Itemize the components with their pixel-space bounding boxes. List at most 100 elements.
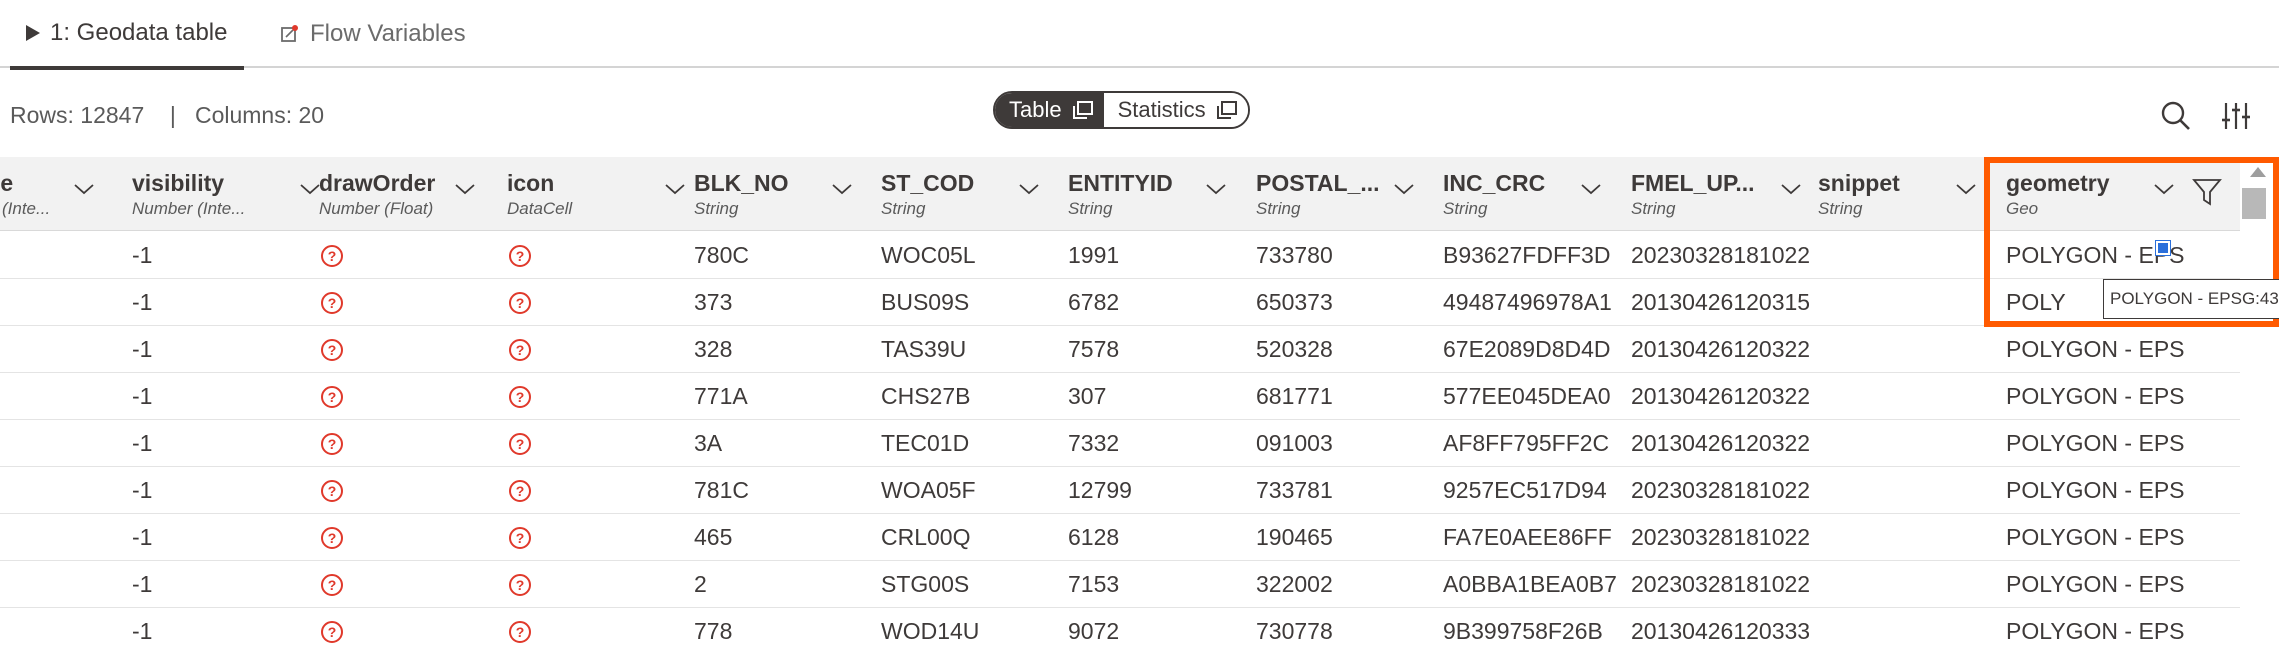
chevron-down-icon[interactable]: [1204, 181, 1228, 197]
missing-value-mark: ?: [516, 248, 525, 264]
table-cell: 307: [1068, 383, 1107, 409]
missing-value-icon: ?: [321, 433, 343, 455]
column-header[interactable]: FMEL_UP... String: [1631, 157, 1806, 231]
open-window-icon[interactable]: [1216, 100, 1238, 120]
scrollbar-thumb[interactable]: [2242, 188, 2266, 219]
columns-count: Columns: 20: [194, 102, 325, 128]
column-header-type: String: [1631, 199, 1676, 218]
column-header-name: le: [0, 170, 14, 196]
chevron-down-icon[interactable]: [830, 181, 854, 197]
table-row[interactable]: -1?? 2 STG00S 7153 322002 A0BBA1BEA0B7 2023032…: [0, 561, 2240, 608]
column-header-type: String: [1068, 199, 1113, 218]
info-separator: |: [169, 102, 176, 128]
table-cell: 465: [694, 524, 733, 550]
table-cell: POLYGON - EPS: [2006, 430, 2185, 456]
table-cell: 650373: [1256, 289, 1333, 315]
missing-value-mark: ?: [328, 295, 337, 311]
missing-value-icon: ?: [509, 480, 531, 502]
table-cell: WOA05F: [881, 477, 976, 503]
column-header[interactable]: le (Inte...: [0, 157, 164, 231]
tab-geodata-table[interactable]: 1: Geodata table: [10, 0, 244, 70]
column-header[interactable]: drawOrder Number (Float): [319, 157, 499, 231]
flow-variable-icon: [281, 25, 298, 42]
table-row[interactable]: -1?? 780C WOC05L 1991 733780 B93627FDFF3D 2023…: [0, 232, 2240, 279]
missing-value-mark: ?: [516, 577, 525, 593]
table-cell: -1: [132, 477, 153, 503]
missing-value-mark: ?: [328, 530, 337, 546]
table-row[interactable]: -1?? 328 TAS39U 7578 520328 67E2089D8D4D 20130…: [0, 326, 2240, 373]
table-cell: CHS27B: [881, 383, 971, 409]
missing-value-mark: ?: [328, 483, 337, 499]
sliders-icon[interactable]: [2220, 100, 2252, 132]
column-header[interactable]: POSTAL_... String: [1256, 157, 1436, 231]
chevron-down-icon[interactable]: [1017, 181, 1041, 197]
table-cell: 1991: [1068, 242, 1120, 268]
table-cell: 20230328181022: [1631, 242, 1809, 268]
column-header[interactable]: visibility Number (Inte...: [132, 157, 320, 231]
table-cell: -1: [132, 242, 153, 268]
chevron-down-icon[interactable]: [72, 181, 96, 197]
table-cell: POLYGON - EPS: [2006, 383, 2185, 409]
table-cell: -1: [132, 618, 153, 644]
vertical-scrollbar[interactable]: [2240, 157, 2279, 645]
chevron-down-icon[interactable]: [1954, 181, 1978, 197]
column-header[interactable]: INC_CRC String: [1443, 157, 1623, 231]
missing-value-mark: ?: [516, 483, 525, 499]
column-header-type: (Inte...: [2, 199, 51, 218]
tab-flow-variables[interactable]: Flow Variables: [280, 0, 466, 68]
missing-value-icon: ?: [509, 433, 531, 455]
chevron-down-icon[interactable]: [453, 181, 477, 197]
rows-count: Rows: 12847: [10, 102, 145, 128]
table-cell: 67E2089D8D4D: [1443, 336, 1611, 362]
table-row[interactable]: -1?? 771A CHS27B 307 681771 577EE045DEA0 20130…: [0, 373, 2240, 420]
column-header-type: Number (Float): [319, 199, 434, 218]
column-header-name: ENTITYID: [1068, 170, 1173, 196]
table-row[interactable]: -1?? 373 BUS09S 6782 650373 49487496978A1 2013…: [0, 279, 2240, 326]
column-header[interactable]: snippet String: [1818, 157, 1998, 231]
column-header[interactable]: geometry Geo: [2006, 157, 2222, 231]
table-cell: 577EE045DEA0: [1443, 383, 1611, 409]
missing-value-mark: ?: [328, 436, 337, 452]
filter-icon[interactable]: [2192, 177, 2222, 207]
missing-value-icon: ?: [321, 480, 343, 502]
table-row[interactable]: -1?? 781C WOA05F 12799 733781 9257EC517D94 202…: [0, 467, 2240, 514]
column-header-type: String: [1818, 199, 1863, 218]
chevron-down-icon[interactable]: [2152, 181, 2176, 197]
chevron-down-icon[interactable]: [1779, 181, 1803, 197]
chevron-down-icon[interactable]: [298, 181, 322, 197]
table-cell: 328: [694, 336, 733, 362]
table-row[interactable]: -1?? 465 CRL00Q 6128 190465 FA7E0AEE86FF 20230…: [0, 514, 2240, 561]
missing-value-icon: ?: [321, 386, 343, 408]
table-row[interactable]: -1?? 3A TEC01D 7332 091003 AF8FF795FF2C 201304…: [0, 420, 2240, 467]
column-header[interactable]: ST_COD String: [881, 157, 1061, 231]
chevron-down-icon[interactable]: [1392, 181, 1416, 197]
column-header-name: BLK_NO: [694, 170, 789, 196]
table-cell: 9257EC517D94: [1443, 477, 1607, 503]
table-cell: 373: [694, 289, 733, 315]
open-window-icon[interactable]: [1072, 100, 1094, 120]
statistics-view-option[interactable]: Statistics: [1103, 93, 1248, 127]
missing-value-icon: ?: [321, 292, 343, 314]
column-header[interactable]: BLK_NO String: [694, 157, 874, 231]
missing-value-icon: ?: [321, 621, 343, 643]
play-triangle-icon: [26, 25, 40, 41]
table-cell: POLYGON - EPS: [2006, 524, 2185, 550]
table-cell: TEC01D: [881, 430, 970, 456]
search-icon[interactable]: [2160, 100, 2192, 132]
scroll-up-icon[interactable]: [2250, 167, 2266, 177]
column-header[interactable]: icon DataCell: [507, 157, 687, 231]
mouse-cursor-icon: [2155, 240, 2171, 256]
table-cell: 781C: [694, 477, 749, 503]
chevron-down-icon[interactable]: [1579, 181, 1603, 197]
table-view-option[interactable]: Table: [995, 93, 1104, 127]
table-row[interactable]: -1?? 778 WOD14U 9072 730778 9B399758F26B 20130…: [0, 608, 2240, 645]
table-cell: 20130426120333: [1631, 618, 1809, 644]
table-cell: STG00S: [881, 571, 970, 597]
table-cell: POLY: [2006, 289, 2066, 315]
missing-value-icon: ?: [509, 574, 531, 596]
column-header-name: INC_CRC: [1443, 170, 1546, 196]
column-header[interactable]: ENTITYID String: [1068, 157, 1248, 231]
chevron-down-icon[interactable]: [663, 181, 687, 197]
table-cell: AF8FF795FF2C: [1443, 430, 1610, 456]
table-cell: 9B399758F26B: [1443, 618, 1603, 644]
